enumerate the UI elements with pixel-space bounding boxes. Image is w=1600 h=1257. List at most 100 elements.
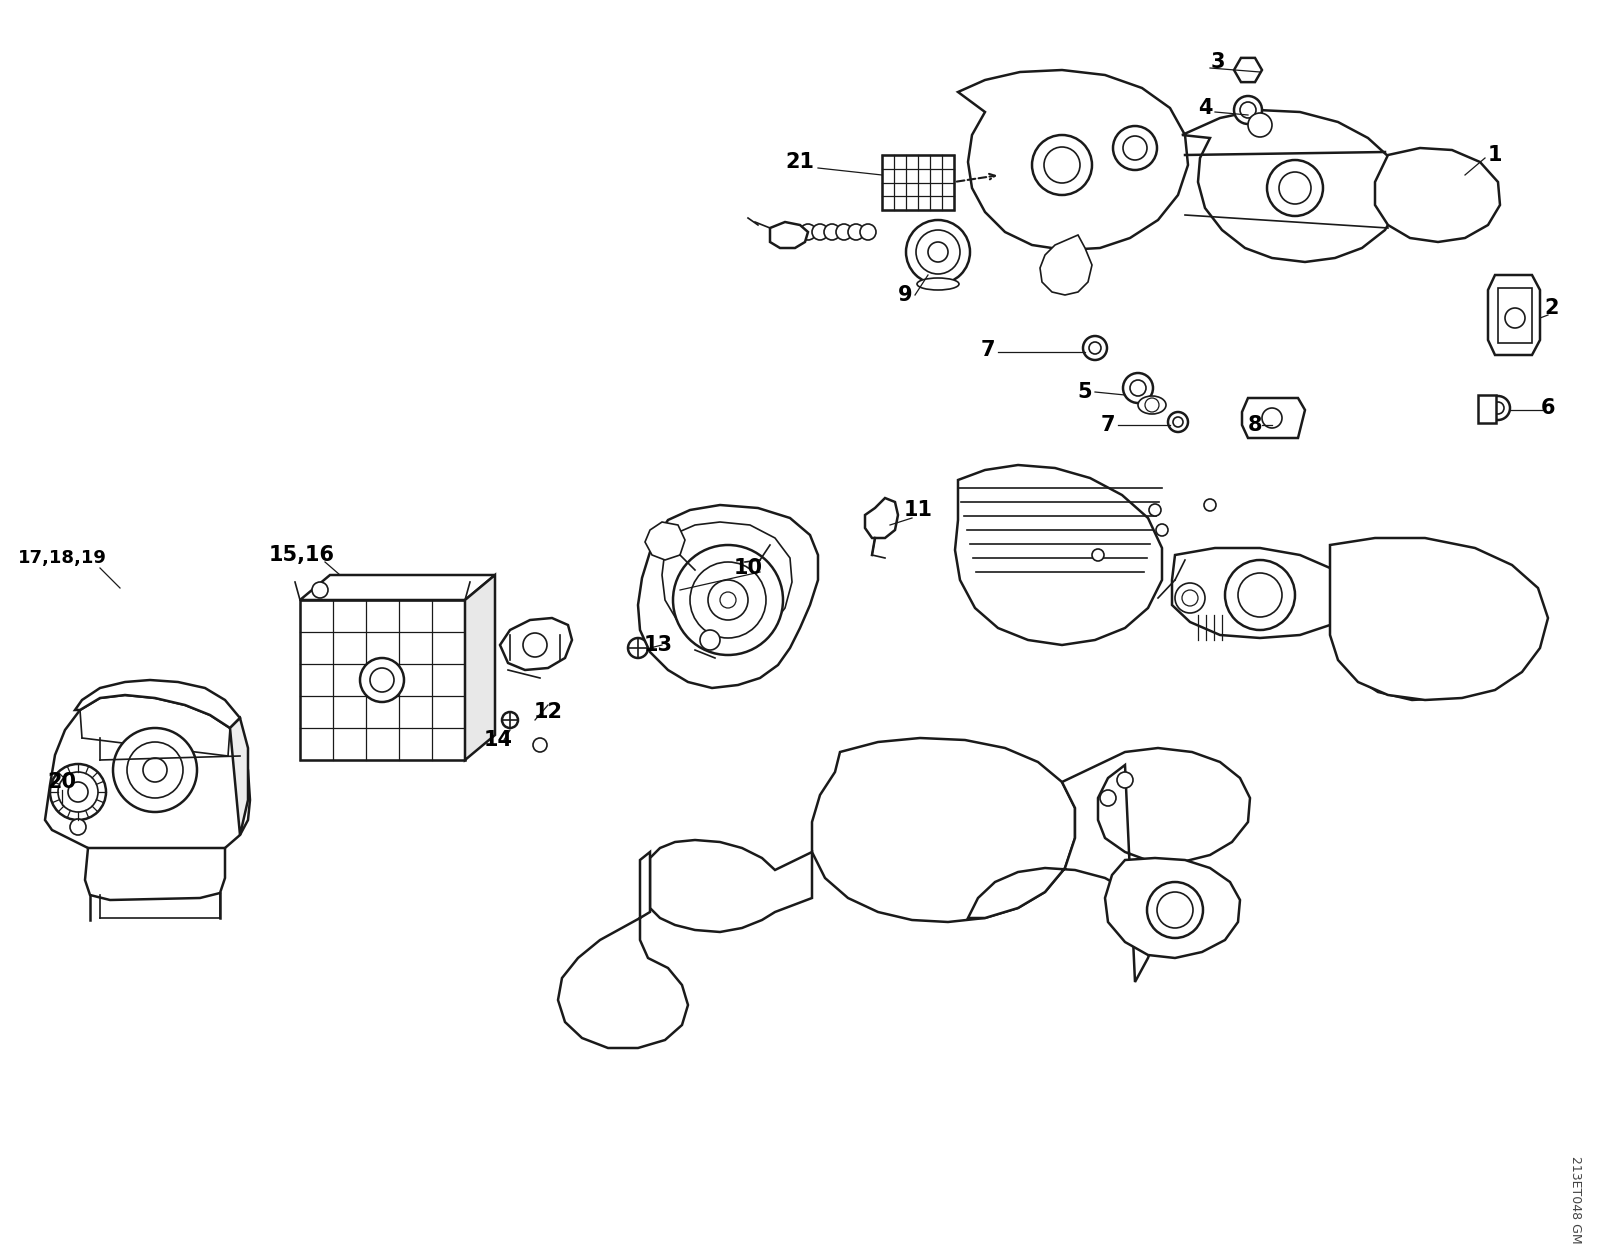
Text: 12: 12 — [533, 701, 563, 722]
Circle shape — [1238, 60, 1258, 80]
Polygon shape — [770, 222, 808, 248]
Circle shape — [906, 220, 970, 284]
Circle shape — [67, 782, 88, 802]
Circle shape — [1248, 113, 1272, 137]
Polygon shape — [558, 852, 688, 1048]
Text: 4: 4 — [1198, 98, 1213, 118]
Polygon shape — [1171, 548, 1347, 639]
Circle shape — [1117, 772, 1133, 788]
Circle shape — [1491, 402, 1504, 414]
Polygon shape — [958, 70, 1187, 250]
Text: 13: 13 — [643, 635, 672, 655]
Polygon shape — [230, 718, 248, 835]
Circle shape — [1400, 613, 1450, 662]
Circle shape — [1238, 573, 1282, 617]
Circle shape — [1155, 524, 1168, 535]
Text: 2: 2 — [1544, 298, 1560, 318]
Text: 14: 14 — [483, 730, 512, 750]
Text: 6: 6 — [1541, 398, 1555, 419]
Polygon shape — [662, 522, 792, 644]
Ellipse shape — [1138, 396, 1166, 414]
Circle shape — [720, 592, 736, 608]
Polygon shape — [1338, 568, 1510, 700]
Circle shape — [312, 582, 328, 598]
Circle shape — [1149, 504, 1162, 517]
Circle shape — [1123, 373, 1154, 403]
Polygon shape — [45, 695, 250, 862]
Polygon shape — [75, 680, 240, 728]
Circle shape — [370, 667, 394, 693]
Circle shape — [690, 562, 766, 639]
Circle shape — [835, 224, 851, 240]
Circle shape — [58, 772, 98, 812]
Polygon shape — [301, 574, 494, 600]
Ellipse shape — [917, 278, 958, 290]
Circle shape — [1182, 590, 1198, 606]
Circle shape — [1130, 380, 1146, 396]
Circle shape — [360, 657, 403, 701]
Circle shape — [813, 224, 829, 240]
Circle shape — [1083, 336, 1107, 360]
Polygon shape — [866, 498, 898, 538]
Bar — [301, 600, 466, 760]
Circle shape — [533, 738, 547, 752]
Polygon shape — [1234, 58, 1262, 82]
Text: 213ET048 GM: 213ET048 GM — [1568, 1156, 1581, 1244]
Polygon shape — [1488, 275, 1539, 354]
Circle shape — [1506, 308, 1525, 328]
Polygon shape — [85, 848, 226, 900]
Polygon shape — [1374, 148, 1501, 243]
Circle shape — [502, 711, 518, 728]
Circle shape — [1262, 409, 1282, 427]
Circle shape — [1114, 126, 1157, 170]
Circle shape — [707, 579, 749, 620]
Circle shape — [70, 820, 86, 835]
Circle shape — [1486, 396, 1510, 420]
Circle shape — [800, 224, 816, 240]
Circle shape — [1267, 160, 1323, 216]
Circle shape — [126, 742, 182, 798]
Polygon shape — [1040, 235, 1091, 295]
Polygon shape — [1242, 398, 1306, 437]
Text: 11: 11 — [904, 500, 933, 520]
Text: 9: 9 — [898, 285, 912, 305]
Polygon shape — [499, 618, 573, 670]
Polygon shape — [955, 465, 1162, 645]
Circle shape — [1240, 102, 1256, 118]
Bar — [1478, 395, 1496, 424]
Text: 15,16: 15,16 — [269, 546, 334, 564]
Circle shape — [1413, 626, 1437, 650]
Polygon shape — [650, 840, 813, 931]
Circle shape — [701, 630, 720, 650]
Circle shape — [1173, 417, 1182, 427]
Circle shape — [848, 224, 864, 240]
Circle shape — [1032, 134, 1091, 195]
Circle shape — [627, 639, 648, 657]
Circle shape — [50, 764, 106, 820]
Polygon shape — [813, 738, 1075, 921]
Polygon shape — [1182, 111, 1400, 261]
Circle shape — [674, 546, 782, 655]
Circle shape — [1174, 583, 1205, 613]
Circle shape — [142, 758, 166, 782]
Circle shape — [861, 224, 877, 240]
Circle shape — [1234, 96, 1262, 124]
Circle shape — [1101, 789, 1117, 806]
Circle shape — [1147, 882, 1203, 938]
Bar — [882, 155, 954, 210]
Text: 3: 3 — [1211, 52, 1226, 72]
Circle shape — [928, 243, 947, 261]
Circle shape — [1123, 136, 1147, 160]
Polygon shape — [1106, 859, 1240, 958]
Text: 8: 8 — [1248, 415, 1262, 435]
Circle shape — [1226, 561, 1294, 630]
Polygon shape — [1330, 538, 1549, 700]
Circle shape — [1157, 892, 1194, 928]
Circle shape — [1278, 172, 1310, 204]
Circle shape — [1243, 65, 1253, 75]
Polygon shape — [968, 748, 1250, 982]
Circle shape — [1090, 342, 1101, 354]
Text: 21: 21 — [786, 152, 814, 172]
Circle shape — [1387, 600, 1462, 676]
Circle shape — [523, 634, 547, 657]
